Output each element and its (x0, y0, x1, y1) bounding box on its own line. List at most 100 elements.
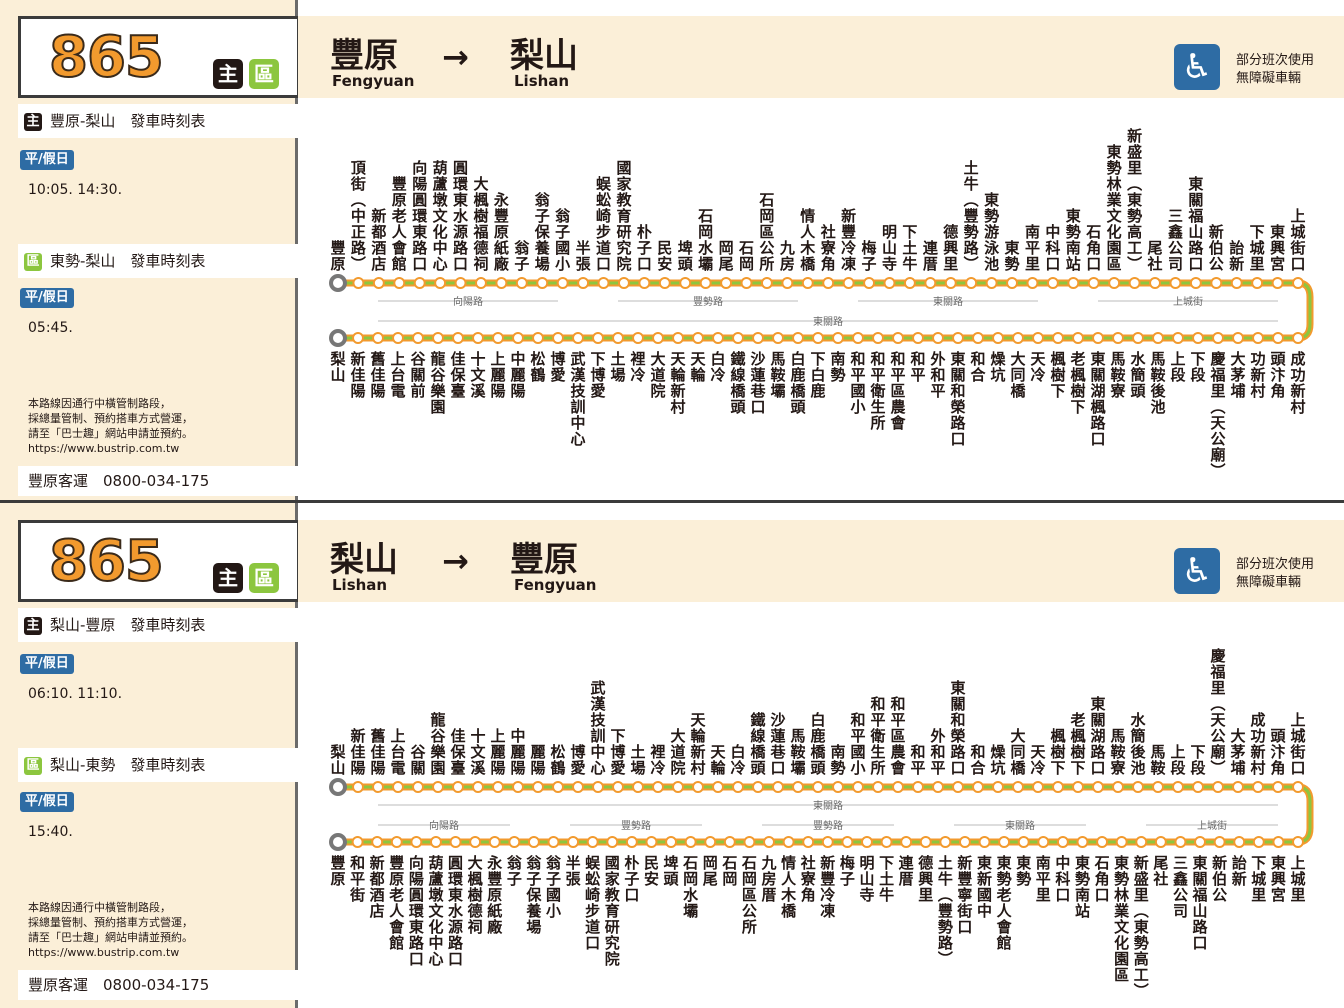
stop-marker (1210, 277, 1223, 289)
stop-marker (547, 836, 560, 848)
top-stop-label: 上台電 (390, 727, 405, 777)
bottom-stop-label: 佳保臺 (449, 350, 466, 400)
stop-marker (1252, 332, 1264, 344)
stop-marker (732, 332, 744, 344)
bottom-stop-label: 下城里 (1251, 854, 1266, 904)
top-stop-label: 成功新村 (1250, 711, 1265, 777)
stop-marker (606, 836, 619, 848)
stop-marker (903, 277, 916, 289)
weekday-pill: 平/假日 (20, 792, 74, 812)
destination-name: 豐原 (510, 540, 578, 580)
top-stop-label: 埤頭 (678, 239, 694, 273)
top-stop-label: 岡尾 (719, 239, 734, 273)
stop-marker (567, 836, 580, 848)
stop-marker (532, 332, 544, 344)
stop-marker (1233, 836, 1246, 848)
top-stop-label: 葫蘆墩文化中心 (433, 159, 449, 273)
accessible-note: 部分班次使用 無障礙車輛 (1236, 556, 1314, 592)
website-link[interactable]: https://www.bustrip.com.tw (28, 442, 180, 455)
weekday-pill: 平/假日 (20, 288, 74, 308)
stop-marker (998, 836, 1011, 848)
stop-marker (1154, 836, 1167, 848)
stop-marker (645, 836, 658, 848)
stop-marker (958, 836, 971, 848)
weekday-pill: 平/假日 (20, 150, 74, 170)
bottom-stop-label: 新豐寧街口 (956, 854, 972, 936)
stop-marker (1212, 332, 1224, 344)
bottom-stop-label: 頭汴角 (1270, 350, 1286, 400)
bottom-stop-label: 和平國小 (850, 350, 865, 416)
accessible-line-1: 部分班次使用 (1236, 53, 1315, 68)
bottom-stop-label: 天冷 (1030, 350, 1046, 384)
departure-times: 06:10. 11:10. (28, 686, 123, 702)
stop-marker (978, 836, 991, 848)
stop-marker (632, 332, 644, 344)
top-stop-label: 豐原老人會館 (391, 175, 408, 273)
bottom-stop-label: 和平 (910, 350, 925, 384)
bottom-stop-label: 石岡區公所 (741, 854, 757, 936)
stop-marker (1072, 332, 1084, 344)
stop-marker (1232, 781, 1244, 793)
road-segment-label: 上城街 (1197, 819, 1227, 832)
stop-marker (617, 277, 630, 289)
top-stop-label: 三鑫公司 (1167, 207, 1183, 273)
bottom-stop-label: 南平里 (1036, 854, 1051, 904)
top-stop-label: 白鹿橋頭 (810, 711, 826, 777)
top-stop-label: 上麗陽 (490, 727, 505, 777)
bottom-stop-label: 馬鞍壩 (770, 350, 785, 400)
route-line (338, 783, 1314, 846)
top-stop-label: 圓環東水源路口 (453, 159, 469, 273)
website-link[interactable]: https://www.bustrip.com.tw (28, 946, 180, 959)
stop-marker (842, 277, 855, 289)
top-stop-label: 社寮角 (820, 223, 837, 273)
road-segment-label: 東關路 (933, 295, 963, 308)
schedule-title-main: 主豐原-梨山 發車時刻表 (18, 104, 300, 138)
bottom-stop-label: 東興宮 (1271, 854, 1286, 904)
stop-marker (1272, 332, 1284, 344)
bottom-stop-label: 國家教育研究院 (604, 854, 621, 968)
stop-marker (740, 277, 753, 289)
bottom-stop-label: 梨山 (329, 350, 345, 384)
stop-marker (972, 781, 984, 793)
panel-fengyuan-lishan: 865 主 區 豐原 Fengyuan → 梨山 Lishan ♿ 部分班次使用… (0, 0, 1344, 504)
stop-marker (586, 836, 599, 848)
stop-marker (872, 332, 884, 344)
departure-times: 05:45. (28, 320, 73, 336)
stop-marker (577, 277, 590, 289)
stop-marker (841, 836, 854, 848)
top-stop-label: 楓樹下 (1050, 727, 1066, 777)
stop-marker (572, 332, 584, 344)
top-stop-label: 東興宮 (1270, 223, 1285, 273)
top-stop-label: 連厝 (923, 239, 939, 273)
route-map: 梨山新佳陽舊佳陽上台電谷關龍谷樂園佳保臺十文溪上麗陽中麗陽麗陽松鶴博愛武漢技訓中… (329, 647, 1314, 1000)
stop-marker (512, 781, 524, 793)
bottom-stop-label: 白冷 (710, 350, 725, 384)
accessible-line-1: 部分班次使用 (1236, 557, 1315, 572)
bottom-stop-label: 九房厝 (761, 854, 777, 904)
departure-times: 15:40. (28, 824, 73, 840)
bottom-stop-label: 沙蓮巷口 (749, 350, 766, 416)
stop-marker (392, 781, 404, 793)
bottom-stop-label: 水簡頭 (1130, 350, 1146, 400)
stop-marker (732, 781, 744, 793)
stop-marker (1252, 836, 1265, 848)
top-stop-label: 舊佳陽 (370, 727, 385, 777)
stop-marker (1132, 781, 1144, 793)
stop-marker (372, 332, 384, 344)
top-stop-label: 東關福山路口 (1187, 175, 1204, 273)
bottom-stop-label: 南勢 (830, 350, 845, 384)
top-stop-label: 新佳陽 (350, 727, 365, 777)
stop-marker (752, 332, 764, 344)
top-stop-label: 新都酒店 (370, 207, 386, 273)
top-stop-label: 東關湖路口 (1090, 695, 1106, 777)
top-stop-label: 半張 (576, 239, 592, 273)
stop-marker (832, 332, 844, 344)
stop-marker (743, 836, 756, 848)
stop-marker (1096, 836, 1109, 848)
stop-marker (432, 332, 444, 344)
bottom-stop-label: 武漢技訓中心 (570, 350, 586, 448)
top-stop-label: 石岡 (738, 239, 754, 273)
bottom-stop-label: 大茅埔 (1230, 350, 1245, 400)
destination-name: 梨山 (510, 36, 578, 76)
bottom-stop-label: 十文溪 (470, 350, 486, 400)
